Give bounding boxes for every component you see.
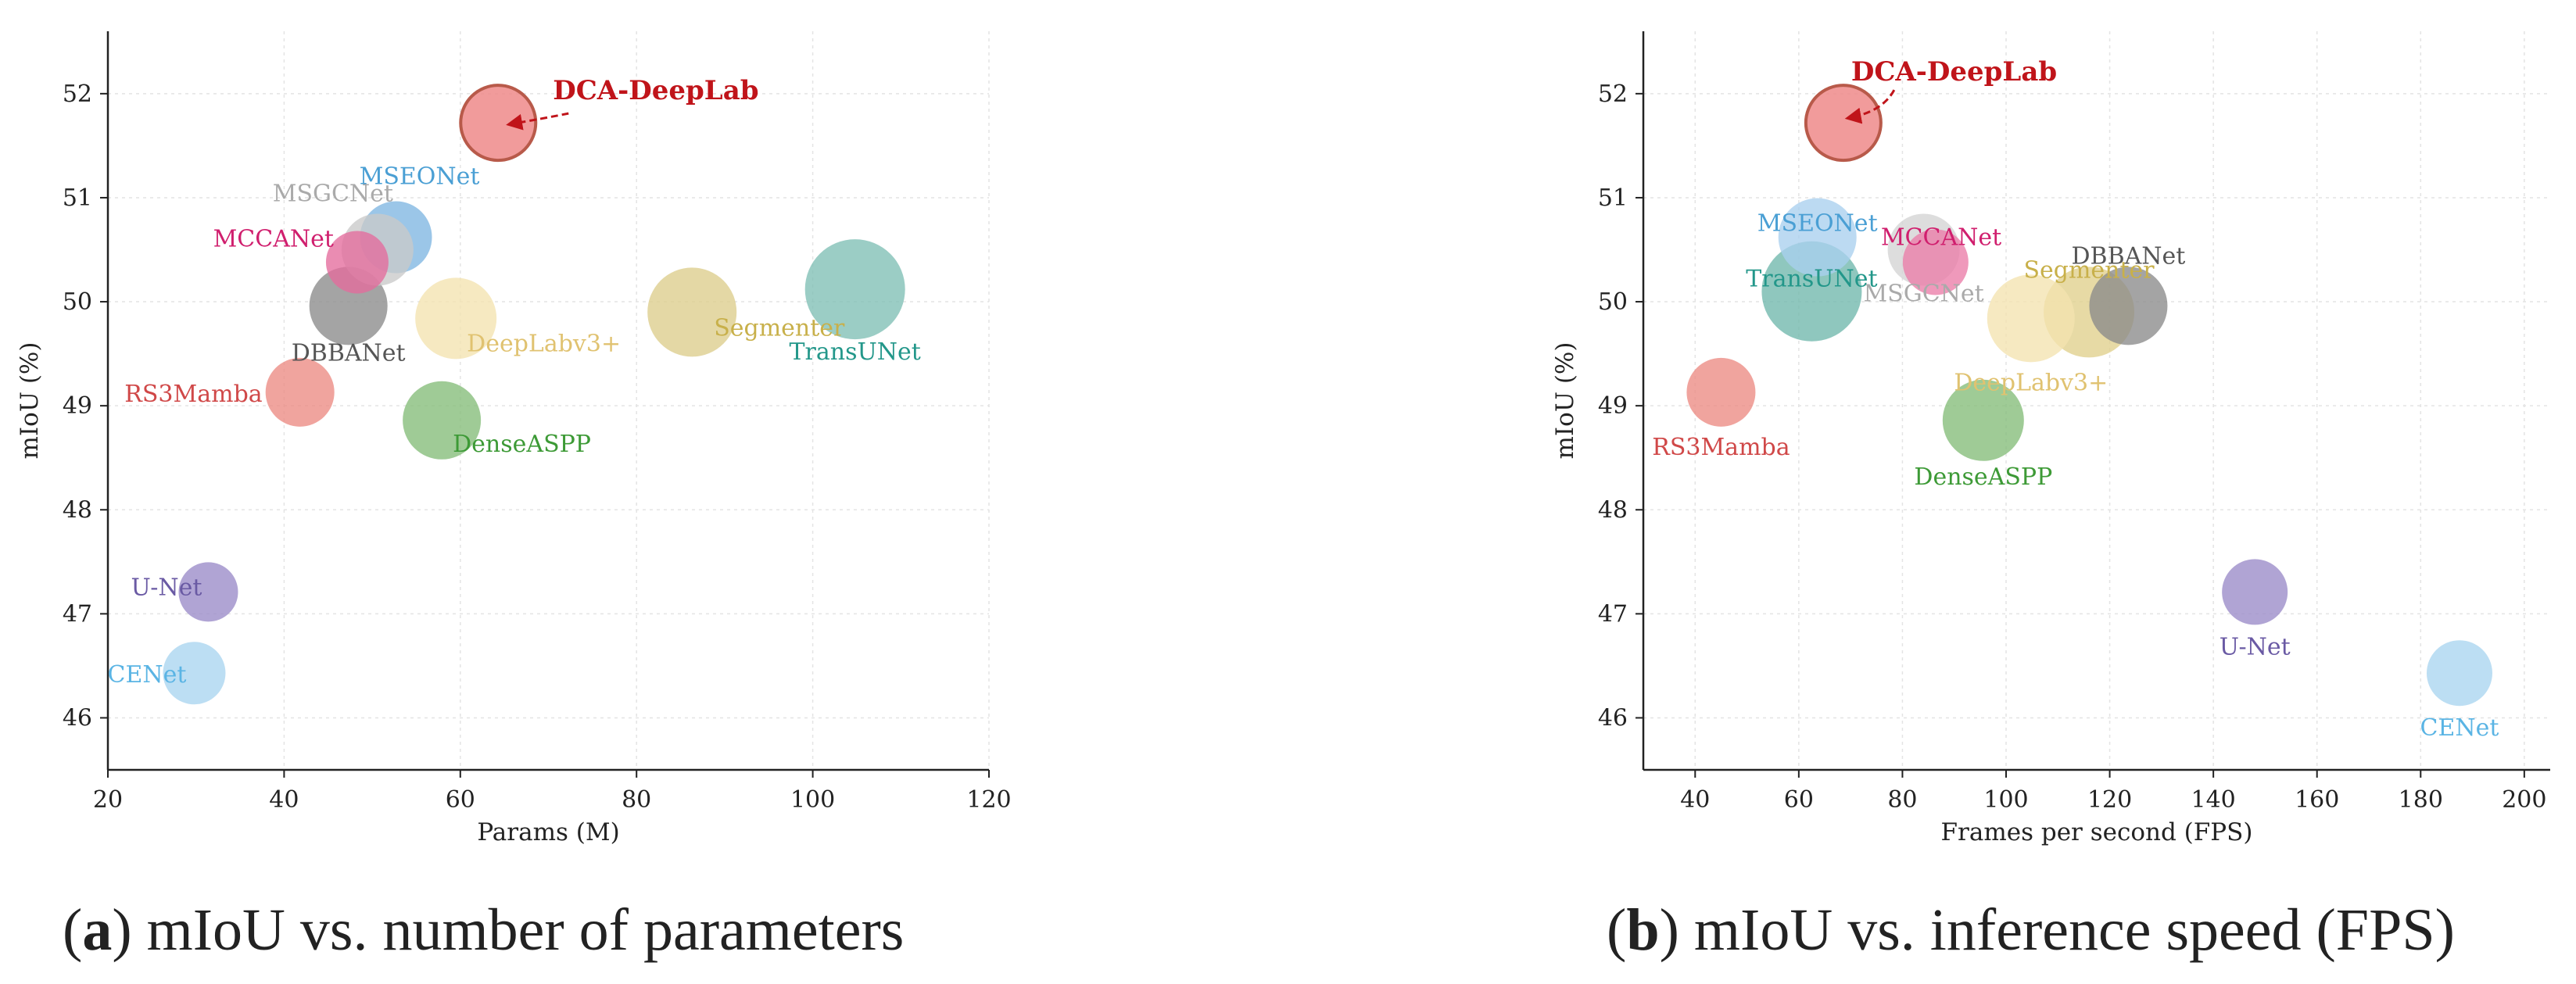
x-tick-label: 60 — [446, 786, 475, 814]
bubble-segmenter — [647, 267, 737, 357]
caption-text: mIoU vs. number of parameters — [147, 897, 905, 963]
bubble-dbbanet — [2089, 267, 2168, 345]
bubble-mccanet — [1902, 229, 1969, 295]
scatter-panel-params: 20 40 60 80 100 120 46 47 48 49 50 51 52 Params (M) mI… — [16, 31, 1012, 963]
bubble-mseonet — [1778, 198, 1857, 277]
highlight-arrow — [1844, 89, 1896, 124]
point-label-dca-deeplab: DCA-DeepLab — [553, 75, 758, 106]
bubble-deeplabv3 — [415, 277, 497, 360]
point-label-msgcnet: MSGCNet — [1863, 281, 1983, 308]
y-tick-label: 51 — [63, 184, 92, 212]
bubble-cenet — [163, 642, 226, 705]
x-tick-label: 60 — [1784, 786, 1814, 814]
y-tick-label: 50 — [63, 288, 92, 316]
y-tick-label: 51 — [1598, 184, 1628, 212]
bubble-cenet — [2427, 640, 2492, 707]
bubble-dca-deeplab — [459, 84, 538, 163]
y-tick-label: 50 — [1598, 288, 1628, 316]
point-label-u-net: U-Net — [131, 574, 202, 601]
point-label-rs3mamba: RS3Mamba — [124, 381, 262, 408]
scatter-panel-fps: 40 60 80 100 120 140 160 180 200 46 47 48 49 50 51 52 Fr… — [1551, 31, 2550, 963]
bubble-mccanet — [325, 231, 389, 294]
point-label-dbbanet: DBBANet — [292, 339, 406, 367]
point-label-u-net: U-Net — [2220, 633, 2291, 660]
point-label-deeplabv3: DeepLabv3+ — [467, 330, 621, 357]
y-tick-label: 48 — [63, 496, 92, 524]
panel-caption: (a) mIoU vs. number of parameters — [63, 897, 904, 963]
x-tick-label: 20 — [93, 786, 123, 814]
bubble-denseaspp — [1942, 379, 2024, 461]
x-tick-label: 160 — [2295, 786, 2339, 814]
caption-letter: b — [1626, 897, 1659, 963]
bubble-u-net — [178, 562, 238, 622]
point-label-mccanet: MCCANet — [213, 225, 334, 252]
point-label-mccanet: MCCANet — [1881, 224, 2001, 251]
y-axis-label: mIoU (%) — [1551, 342, 1579, 460]
x-tick-label: 100 — [1983, 786, 2028, 814]
caption-letter: a — [82, 897, 112, 963]
bubble-transunet — [804, 239, 905, 340]
point-label-segmenter: Segmenter — [714, 314, 845, 342]
x-tick-label: 80 — [622, 786, 651, 814]
point-label-segmenter: Segmenter — [2023, 256, 2155, 284]
point-label-msgcnet: MSGCNet — [273, 181, 393, 208]
y-tick-label: 47 — [63, 600, 92, 628]
point-label-denseaspp: DenseASPP — [453, 431, 591, 458]
x-tick-label: 100 — [790, 786, 835, 814]
point-label-transunet: TransUNet — [1746, 266, 1877, 293]
x-tick-label: 40 — [1680, 786, 1710, 814]
point-label-rs3mamba: RS3Mamba — [1652, 434, 1790, 461]
x-tick-label: 120 — [966, 786, 1011, 814]
x-axis-label: Params (M) — [477, 818, 619, 846]
x-tick-label: 40 — [269, 786, 299, 814]
point-label-deeplabv3: DeepLabv3+ — [1954, 369, 2108, 396]
point-label-denseaspp: DenseASPP — [1914, 463, 2052, 491]
y-tick-label: 49 — [1598, 392, 1628, 420]
y-tick-label: 46 — [63, 704, 92, 732]
bubble-rs3mamba — [1686, 357, 1756, 427]
bubble-rs3mamba — [265, 357, 335, 427]
point-label-cenet: CENet — [2420, 714, 2499, 742]
point-label-dbbanet: DBBANet — [2071, 242, 2185, 270]
x-axis-label: Frames per second (FPS) — [1941, 818, 2253, 846]
bubble-deeplabv3 — [1987, 274, 2075, 363]
x-tick-label: 120 — [2087, 786, 2132, 814]
x-tick-label: 80 — [1887, 786, 1917, 814]
y-tick-label: 46 — [1598, 704, 1628, 732]
y-tick-label: 47 — [1598, 600, 1628, 628]
point-label-cenet: CENet — [108, 661, 187, 689]
caption-open-paren: ( — [1607, 897, 1626, 963]
panel-caption: (b) mIoU vs. inference speed (FPS) — [1607, 897, 2455, 963]
x-tick-label: 140 — [2191, 786, 2236, 814]
bubble-dca-deeplab — [1804, 84, 1883, 163]
caption-close-paren: ) — [112, 897, 146, 963]
caption-open-paren: ( — [63, 897, 82, 963]
x-tick-label: 180 — [2399, 786, 2443, 814]
caption-text: mIoU vs. inference speed (FPS) — [1694, 897, 2455, 963]
point-label-dca-deeplab: DCA-DeepLab — [1851, 56, 2057, 88]
point-label-mseonet: MSEONet — [1757, 210, 1878, 238]
y-tick-label: 48 — [1598, 496, 1628, 524]
highlight-arrow — [506, 112, 569, 131]
x-tick-label: 200 — [2502, 786, 2546, 814]
bubble-denseaspp — [403, 381, 482, 460]
point-label-mseonet: MSEONet — [360, 163, 480, 191]
bubble-u-net — [2222, 559, 2288, 625]
caption-close-paren: ) — [1660, 897, 1694, 963]
y-axis-label: mIoU (%) — [16, 342, 44, 460]
y-tick-label: 49 — [63, 392, 92, 420]
y-tick-label: 52 — [63, 81, 92, 108]
y-tick-label: 52 — [1598, 81, 1628, 108]
point-label-transunet: TransUNet — [790, 338, 921, 366]
